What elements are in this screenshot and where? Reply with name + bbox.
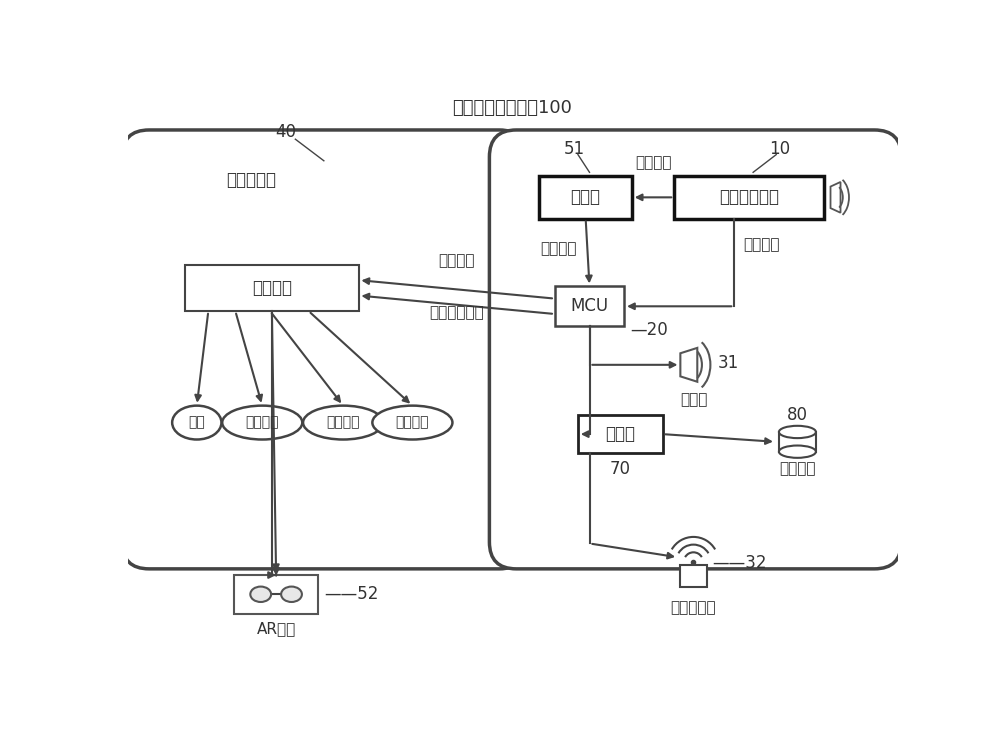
Text: 视频图像: 视频图像 <box>540 241 577 256</box>
Text: MCU: MCU <box>570 297 609 315</box>
FancyBboxPatch shape <box>185 265 358 311</box>
Text: 10: 10 <box>770 140 791 158</box>
Ellipse shape <box>779 426 816 438</box>
Text: AR眼镜: AR眼镜 <box>256 621 296 637</box>
Text: 同轴光器: 同轴光器 <box>635 155 671 170</box>
Text: 报警器: 报警器 <box>680 392 707 407</box>
Text: ——52: ——52 <box>325 585 379 603</box>
Text: 存储: 存储 <box>188 415 205 429</box>
Ellipse shape <box>372 406 452 440</box>
Text: 31: 31 <box>717 354 739 372</box>
FancyBboxPatch shape <box>234 575 318 614</box>
Text: 电动移台: 电动移台 <box>779 461 816 476</box>
Ellipse shape <box>779 446 816 458</box>
Text: —20: —20 <box>630 321 668 339</box>
Ellipse shape <box>250 586 271 602</box>
Text: 测距数据: 测距数据 <box>743 237 779 252</box>
Text: 图像分析仪: 图像分析仪 <box>226 171 276 189</box>
FancyBboxPatch shape <box>578 415 663 453</box>
Text: 物体识别: 物体识别 <box>326 415 360 429</box>
Text: ——32: ——32 <box>713 554 767 572</box>
FancyBboxPatch shape <box>539 176 632 218</box>
Text: 80: 80 <box>787 406 808 424</box>
Text: 控制输入输出: 控制输入输出 <box>429 305 484 320</box>
FancyBboxPatch shape <box>122 130 526 569</box>
Text: 驱动器: 驱动器 <box>605 425 635 443</box>
Text: 51: 51 <box>564 140 585 158</box>
Text: 激光测距装置: 激光测距装置 <box>719 188 779 207</box>
Text: 70: 70 <box>610 460 631 478</box>
FancyBboxPatch shape <box>555 286 624 326</box>
Text: 40: 40 <box>275 123 296 140</box>
FancyBboxPatch shape <box>674 176 824 218</box>
Text: 车道识别: 车道识别 <box>246 415 279 429</box>
Polygon shape <box>680 348 697 382</box>
Ellipse shape <box>281 586 302 602</box>
Text: 摄像头: 摄像头 <box>571 188 601 207</box>
Ellipse shape <box>172 406 221 440</box>
Text: 视频输出: 视频输出 <box>438 253 475 268</box>
Polygon shape <box>831 182 841 212</box>
Ellipse shape <box>222 406 302 440</box>
Text: 手持报警器: 手持报警器 <box>671 600 716 615</box>
FancyBboxPatch shape <box>489 130 901 569</box>
Text: 交通预警监控系统100: 交通预警监控系统100 <box>453 100 572 117</box>
Ellipse shape <box>303 406 383 440</box>
Text: 图像采集: 图像采集 <box>252 279 292 296</box>
Text: 瞄准评估: 瞄准评估 <box>396 415 429 429</box>
Polygon shape <box>779 432 816 452</box>
FancyBboxPatch shape <box>680 565 707 586</box>
